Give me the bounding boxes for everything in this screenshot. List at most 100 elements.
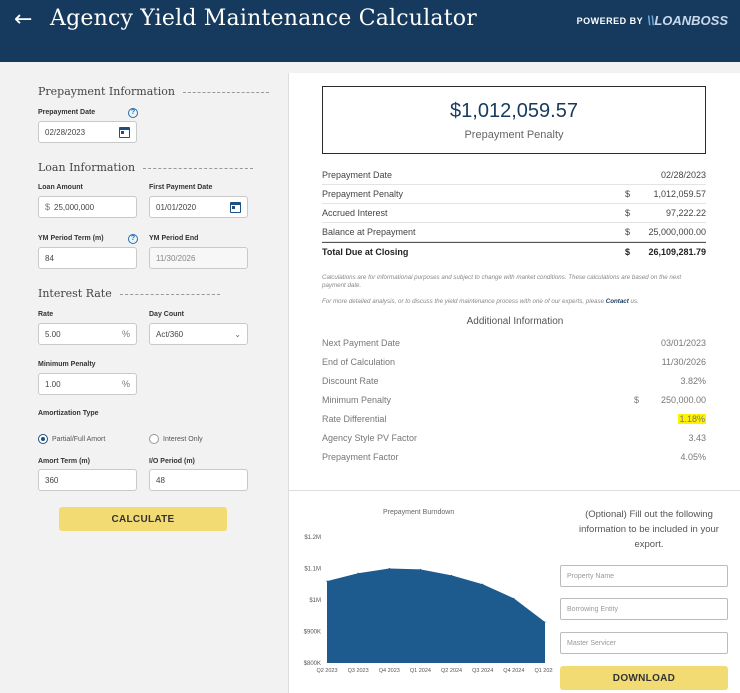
export-instructions: (Optional) Fill out the following inform… xyxy=(579,509,719,550)
penalty-label: Prepayment Penalty xyxy=(464,129,564,141)
info-value: 4.05% xyxy=(680,452,706,462)
section-divider xyxy=(119,293,220,295)
ym-period-term-label: YM Period Term (m) xyxy=(38,235,104,242)
io-period-field[interactable]: 48 xyxy=(149,469,248,491)
rate-differential-highlight: 1.18% xyxy=(678,414,706,424)
summary-amount: 25,000,000.00 xyxy=(648,227,706,237)
ym-period-end-value: 11/30/2026 xyxy=(156,253,196,263)
section-divider xyxy=(143,167,254,169)
brand-name: LOANBOSS xyxy=(654,13,728,28)
total-amount: 26,109,281.79 xyxy=(648,247,706,257)
info-row: Minimum Penalty $ 250,000.00 xyxy=(322,392,706,411)
x-tick-label: Q1 2024 xyxy=(410,668,431,674)
minimum-penalty-field[interactable]: 1.00 % xyxy=(38,373,137,395)
info-value: 3.82% xyxy=(680,376,706,386)
info-label: Discount Rate xyxy=(322,376,379,386)
y-tick-label: $1M xyxy=(309,598,321,604)
summary-label: Balance at Prepayment xyxy=(322,227,416,237)
info-row: Discount Rate 3.82% xyxy=(322,373,706,392)
data-point xyxy=(388,567,390,570)
info-label: Rate Differential xyxy=(322,414,387,424)
prepayment-section-label: Prepayment Information xyxy=(38,85,175,98)
summary-row: Accrued Interest $ 97,222.22 xyxy=(322,204,706,223)
io-period-label: I/O Period (m) xyxy=(149,458,195,465)
ym-period-term-value: 84 xyxy=(45,253,54,263)
minimum-penalty-label: Minimum Penalty xyxy=(38,361,96,368)
day-count-select[interactable]: Act/360 ⌄ xyxy=(149,323,248,345)
calendar-icon[interactable] xyxy=(119,126,130,138)
summary-label: Accrued Interest xyxy=(322,208,388,218)
x-tick-label: Q4 2024 xyxy=(503,668,524,674)
brand-logo[interactable]: \\LOANBOSS xyxy=(647,13,728,28)
percent-suffix: % xyxy=(121,379,130,389)
info-label: Minimum Penalty xyxy=(322,395,392,405)
x-tick-label: Q3 2024 xyxy=(472,668,493,674)
ym-period-end-field: 11/30/2026 xyxy=(149,247,248,269)
x-tick-label: Q3 2023 xyxy=(348,668,369,674)
master-servicer-input[interactable]: Master Servicer xyxy=(560,632,728,654)
info-value: 3.43 xyxy=(688,433,706,443)
summary-amount: 1,012,059.57 xyxy=(653,189,706,199)
day-count-value: Act/360 xyxy=(156,329,184,339)
amort-term-field[interactable]: 360 xyxy=(38,469,137,491)
info-row: Next Payment Date 03/01/2023 xyxy=(322,335,706,354)
page-title: Agency Yield Maintenance Calculator xyxy=(50,6,477,31)
calendar-icon[interactable] xyxy=(230,201,241,213)
radio-unselected-icon[interactable] xyxy=(149,434,159,444)
total-label: Total Due at Closing xyxy=(322,247,409,257)
penalty-amount: $1,012,059.57 xyxy=(450,100,578,122)
prepayment-date-label: Prepayment Date xyxy=(38,109,96,116)
burndown-area xyxy=(327,568,545,663)
back-arrow-icon[interactable]: ← xyxy=(14,7,33,32)
contact-link[interactable]: Contact xyxy=(605,298,629,305)
y-tick-label: $1.2M xyxy=(304,535,321,541)
radio-interest-only[interactable]: Interest Only xyxy=(149,434,203,444)
info-label: Agency Style PV Factor xyxy=(322,433,418,443)
download-button[interactable]: DOWNLOAD xyxy=(560,666,728,690)
ym-period-term-field[interactable]: 84 xyxy=(38,247,137,269)
summary-currency: $ xyxy=(625,227,631,237)
powered-by-label: POWERED BY xyxy=(576,15,644,26)
minimum-penalty-value: 1.00 xyxy=(45,379,61,389)
summary-row: Balance at Prepayment $ 25,000,000.00 xyxy=(322,223,706,242)
summary-currency: $ xyxy=(625,208,631,218)
radio-partial-full-amort[interactable]: Partial/Full Amort xyxy=(38,434,105,444)
contact-note-suffix: us. xyxy=(630,298,639,305)
loan-amount-field[interactable]: $ 25,000,000 xyxy=(38,196,137,218)
x-tick-label: Q2 2023 xyxy=(316,668,337,674)
rate-field[interactable]: 5.00 % xyxy=(38,323,137,345)
penalty-summary-box: $1,012,059.57 Prepayment Penalty xyxy=(322,86,706,154)
rate-label: Rate xyxy=(38,311,54,318)
data-point xyxy=(482,583,484,585)
info-currency: $ xyxy=(634,395,640,405)
loan-section-label: Loan Information xyxy=(38,161,136,174)
percent-suffix: % xyxy=(121,329,130,339)
calculator-form: Prepayment Information Prepayment Date ?… xyxy=(0,62,286,693)
first-payment-date-label: First Payment Date xyxy=(149,184,213,191)
data-point xyxy=(450,574,453,577)
rate-value: 5.00 xyxy=(45,329,61,339)
amortization-type-label: Amortization Type xyxy=(38,410,99,417)
amort-term-label: Amort Term (m) xyxy=(38,458,90,465)
x-tick-label: Q1 2025 xyxy=(534,668,553,674)
help-icon[interactable]: ? xyxy=(128,234,138,244)
info-row: End of Calculation 11/30/2026 xyxy=(322,354,706,373)
data-point xyxy=(513,597,515,600)
summary-currency: $ xyxy=(625,189,631,199)
first-payment-date-field[interactable]: 01/01/2020 xyxy=(149,196,248,218)
borrowing-entity-input[interactable]: Borrowing Entity xyxy=(560,598,728,620)
radio-interest-only-label: Interest Only xyxy=(163,435,203,443)
disclaimer-note: Calculations are for informational purpo… xyxy=(322,274,682,289)
total-due-row: Total Due at Closing $ 26,109,281.79 xyxy=(322,242,706,261)
help-icon[interactable]: ? xyxy=(128,108,138,118)
data-point xyxy=(357,572,359,574)
section-divider xyxy=(289,490,740,491)
chart-title: Prepayment Burndown xyxy=(383,509,455,516)
calculate-button[interactable]: CALCULATE xyxy=(59,507,227,531)
property-name-input[interactable]: Property Name xyxy=(560,565,728,587)
prepayment-date-field[interactable]: 02/28/2023 xyxy=(38,121,137,143)
summary-amount: 97,222.22 xyxy=(665,208,706,218)
radio-selected-icon[interactable] xyxy=(38,434,48,444)
loan-amount-value: 25,000,000 xyxy=(54,202,95,212)
